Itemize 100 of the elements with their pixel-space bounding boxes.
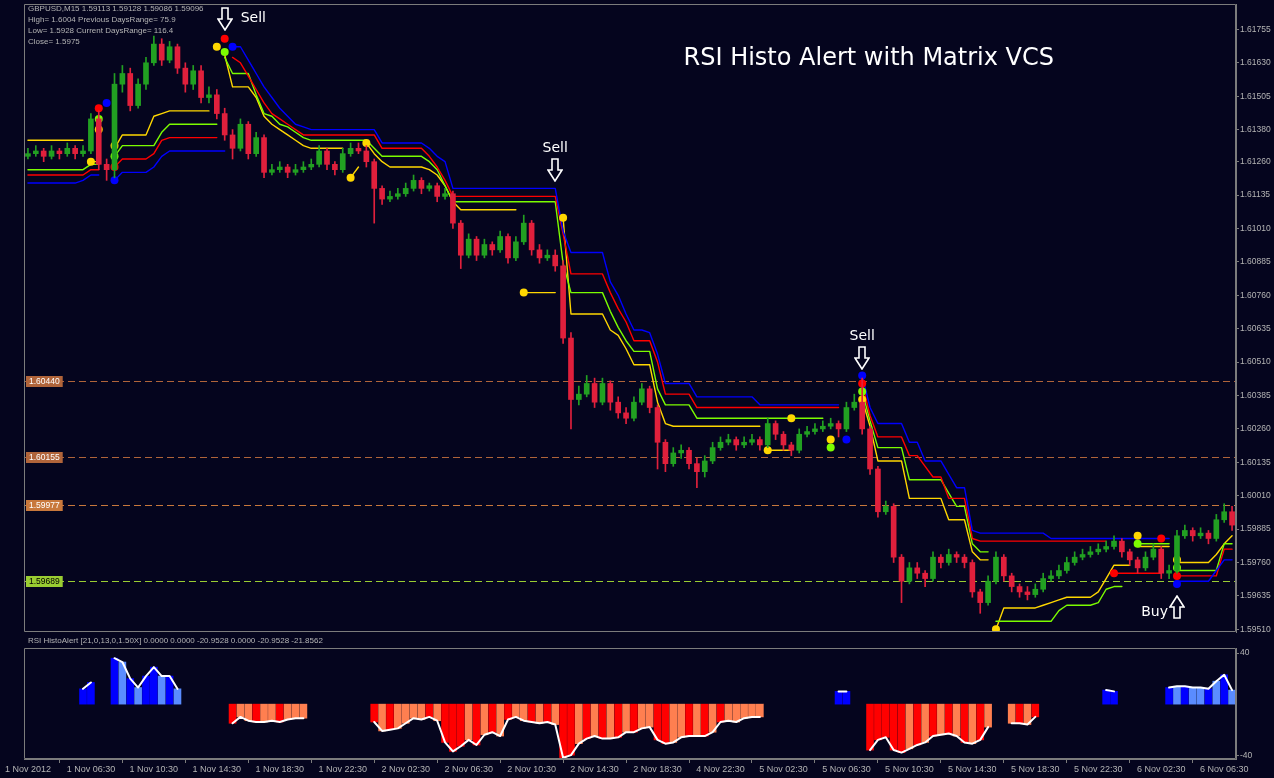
y-tick-label: 1.60010: [1240, 490, 1271, 501]
point: [1172, 579, 1181, 588]
bar: [370, 703, 379, 723]
ref-line-label: 1.59977: [29, 500, 60, 511]
bar: [606, 703, 615, 739]
y-tick-label: 1.61755: [1240, 23, 1271, 34]
point: [519, 288, 528, 297]
y-tick-label: 1.59885: [1240, 523, 1271, 534]
x-tick-label: 1 Nov 06:30: [66, 763, 116, 774]
y-tick-label: 1.61260: [1240, 156, 1271, 167]
point: [362, 138, 371, 147]
x-tick-label: 5 Nov 18:30: [1011, 763, 1060, 774]
y-tick-label: 1.60760: [1240, 289, 1271, 300]
bar: [551, 703, 560, 725]
point: [220, 34, 229, 43]
x-tick-label: 4 Nov 22:30: [696, 763, 745, 774]
point: [842, 435, 851, 444]
point: [94, 104, 103, 113]
x-tick-label: 2 Nov 18:30: [633, 763, 682, 774]
x-tick-label: 1 Nov 14:30: [192, 763, 242, 774]
x-tick-label: 2 Nov 10:30: [507, 763, 556, 774]
bar: [433, 703, 442, 722]
point: [346, 173, 355, 182]
bar: [488, 703, 497, 733]
point: [763, 446, 772, 455]
bar: [929, 703, 937, 737]
y-tick-label: 1.60260: [1240, 423, 1271, 434]
x-tick-label: 2 Nov 02:30: [381, 763, 430, 774]
point: [102, 98, 111, 107]
bar: [464, 703, 473, 741]
point: [858, 371, 867, 380]
point: [228, 42, 237, 51]
annotation: Close= 1.5975: [28, 37, 80, 46]
x-tick-label: 1 Nov 18:30: [255, 763, 305, 774]
bar: [693, 703, 701, 737]
y-tick-label: 40: [1240, 647, 1250, 658]
ref-line-label: 1.60440: [29, 376, 60, 387]
point: [991, 625, 1000, 632]
ref-line-label: 1.60155: [29, 452, 60, 463]
x-tick-label: 1 Nov 10:30: [129, 763, 179, 774]
point: [220, 48, 229, 57]
point: [826, 443, 835, 452]
point: [787, 414, 796, 423]
y-tick-label: 1.61505: [1240, 90, 1271, 101]
y-tick-label: 1.59635: [1240, 590, 1271, 601]
chart-title: RSI HistoAlert [21,0,13,0,1.50X] 0.0000 0.0000 -20.9528 0.0000 -20.9528 -21.8562: [28, 636, 323, 645]
bar: [685, 703, 693, 737]
bar: [378, 703, 386, 732]
annotation: Sell: [542, 139, 568, 155]
bar: [700, 703, 709, 737]
y-tick-label: 1.60385: [1240, 389, 1271, 400]
bar: [425, 703, 434, 718]
bar: [496, 703, 504, 737]
bar: [913, 703, 922, 746]
annotation: Buy: [1141, 603, 1168, 619]
bar: [622, 703, 630, 733]
x-tick-label: 5 Nov 22:30: [1074, 763, 1123, 774]
bar: [1007, 703, 1016, 724]
bar: [386, 703, 394, 730]
y-tick-label: 1.61630: [1240, 57, 1271, 68]
x-tick-label: 6 Nov 06:30: [1199, 763, 1249, 774]
bar: [976, 703, 985, 741]
x-tick-label: 5 Nov 06:30: [822, 763, 871, 774]
annotation: Low= 1.5928 Current DaysRange= 116.4: [28, 26, 174, 35]
y-tick-label: 1.60135: [1240, 456, 1271, 467]
bar: [1173, 685, 1181, 705]
bar: [1165, 687, 1173, 705]
bar: [126, 678, 135, 705]
chart-subtitle: GBPUSD,M15 1.59113 1.59128 1.59086 1.59096: [28, 4, 204, 13]
ref-line-label: 1.59689: [29, 576, 60, 587]
y-tick-label: 1.59760: [1240, 556, 1271, 567]
y-tick-label: 1.60885: [1240, 256, 1271, 267]
point: [559, 213, 568, 222]
x-tick-label: 5 Nov 10:30: [885, 763, 934, 774]
point: [1157, 534, 1166, 543]
bar: [944, 703, 953, 734]
y-tick-label: 1.60510: [1240, 356, 1271, 367]
point: [110, 176, 119, 185]
bar: [504, 703, 512, 720]
bar: [921, 703, 929, 743]
x-tick-label: 5 Nov 02:30: [759, 763, 808, 774]
bar: [937, 703, 945, 736]
x-tick-label: 5 Nov 14:30: [948, 763, 997, 774]
point: [86, 157, 95, 166]
point: [1133, 531, 1142, 540]
bar: [252, 703, 260, 723]
bar: [630, 703, 638, 733]
point: [1133, 539, 1142, 548]
y-tick-label: 1.59510: [1240, 623, 1271, 634]
x-tick-label: 1 Nov 2012: [4, 763, 51, 774]
y-tick-label: 1.61380: [1240, 123, 1271, 134]
x-tick-label: 2 Nov 06:30: [444, 763, 493, 774]
annotation: Sell: [849, 327, 875, 343]
bar: [275, 703, 284, 723]
bar: [984, 703, 992, 728]
point: [212, 42, 221, 51]
bar: [1212, 680, 1221, 705]
bar: [157, 675, 166, 705]
y-tick-label: -40: [1240, 749, 1253, 760]
annotation: Sell: [240, 9, 266, 25]
